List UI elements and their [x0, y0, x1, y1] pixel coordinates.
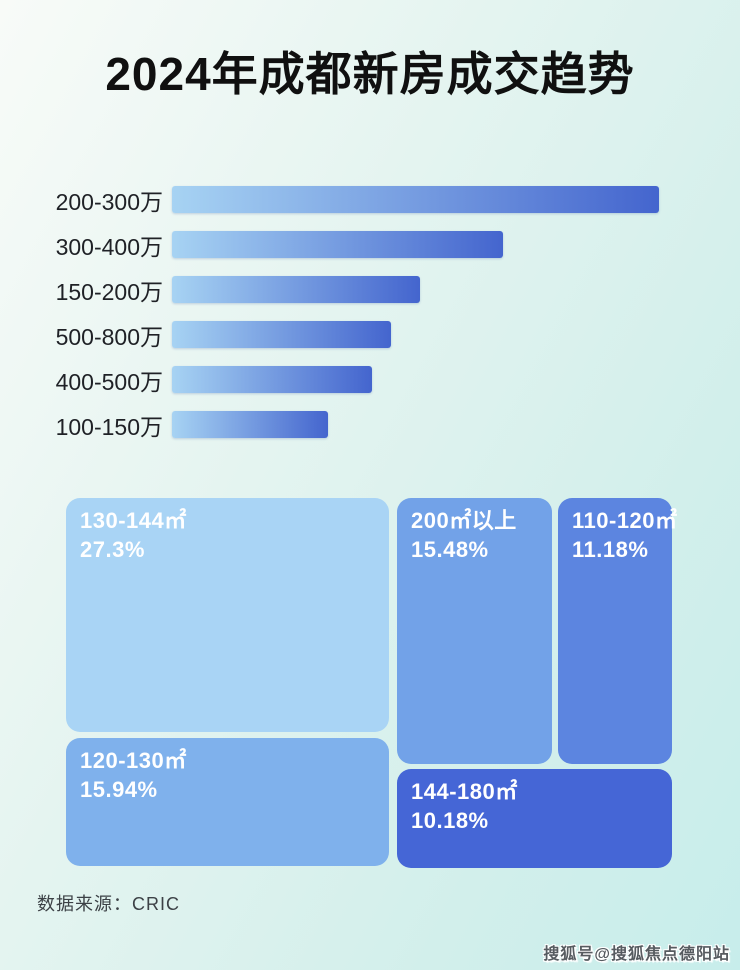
- bar-category-label: 150-200万: [55, 278, 163, 305]
- treemap-block-label: 130-144㎡: [80, 508, 187, 533]
- bar: [172, 366, 372, 393]
- price-range-bar-chart: 200-300万 300-400万 150-200万 500-800万 400-…: [48, 186, 698, 456]
- treemap-block: 144-180㎡ 10.18%: [397, 769, 672, 868]
- bar-category-label: 100-150万: [55, 413, 163, 440]
- area-size-treemap: 130-144㎡ 27.3% 120-130㎡ 15.94% 200㎡以上 15…: [66, 498, 678, 868]
- treemap-block-label: 120-130㎡: [80, 748, 187, 773]
- bar: [172, 321, 391, 348]
- treemap-block-label: 200㎡以上: [411, 508, 517, 533]
- treemap-block: 200㎡以上 15.48%: [397, 498, 552, 764]
- bar-category-label: 500-800万: [55, 323, 163, 350]
- treemap-block-label: 144-180㎡: [411, 779, 518, 804]
- treemap-block-percent: 15.48%: [411, 537, 489, 563]
- treemap-block-percent: 11.18%: [572, 537, 649, 563]
- data-source-note: 数据来源：CRIC: [37, 894, 180, 914]
- bar: [172, 186, 659, 213]
- bar: [172, 411, 328, 438]
- page-title: 2024年成都新房成交趋势: [105, 48, 635, 100]
- treemap-block-percent: 15.94%: [80, 777, 158, 803]
- bar: [172, 276, 420, 303]
- treemap-block: 120-130㎡ 15.94%: [66, 738, 389, 866]
- watermark: 搜狐号@搜狐焦点德阳站: [543, 946, 730, 963]
- bar: [172, 231, 503, 258]
- treemap-block-label: 110-120㎡: [572, 508, 678, 533]
- bar-category-label: 200-300万: [55, 188, 163, 215]
- bar-row: 300-400万: [48, 231, 698, 260]
- bar-row: 500-800万: [48, 321, 698, 350]
- bar-row: 100-150万: [48, 411, 698, 440]
- treemap-block-percent: 10.18%: [411, 808, 489, 834]
- bar-row: 150-200万: [48, 276, 698, 305]
- bar-category-label: 400-500万: [55, 368, 163, 395]
- bar-category-label: 300-400万: [55, 233, 163, 260]
- bar-row: 400-500万: [48, 366, 698, 395]
- treemap-block: 130-144㎡ 27.3%: [66, 498, 389, 732]
- treemap-block: 110-120㎡ 11.18%: [558, 498, 678, 764]
- bar-row: 200-300万: [48, 186, 698, 215]
- treemap-block-percent: 27.3%: [80, 537, 145, 563]
